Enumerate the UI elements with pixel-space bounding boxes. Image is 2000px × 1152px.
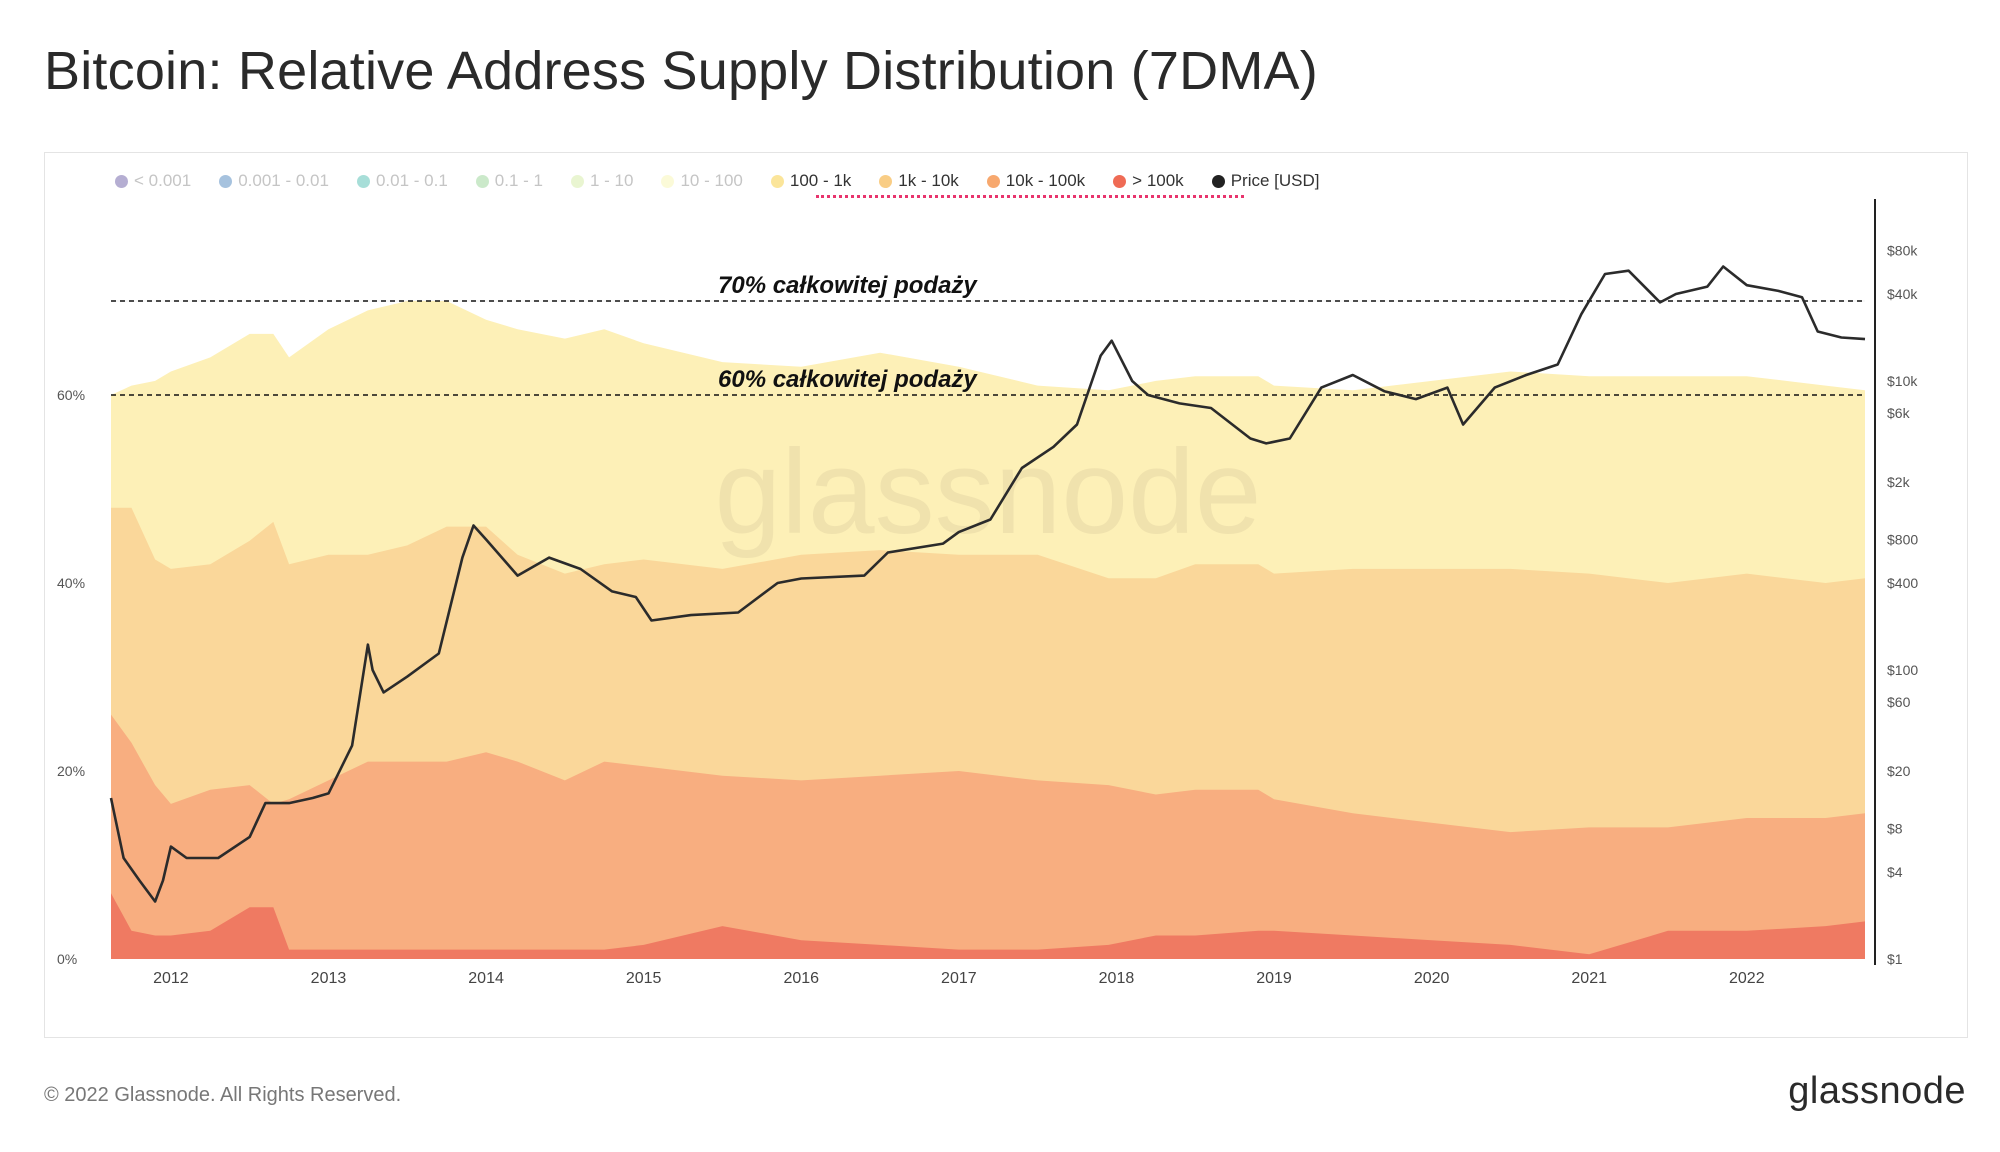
legend-item[interactable]: 0.001 - 0.01 bbox=[219, 171, 329, 191]
y-right-tick-label: $400 bbox=[1887, 575, 1918, 591]
x-tick-label: 2020 bbox=[1414, 970, 1450, 987]
legend-label: 100 - 1k bbox=[789, 171, 852, 190]
legend-item[interactable]: 10k - 100k bbox=[986, 171, 1086, 191]
legend-label: > 100k bbox=[1132, 171, 1184, 190]
annotation-70: 70% całkowitej podaży bbox=[718, 272, 978, 299]
y-right-tick-label: $40k bbox=[1887, 286, 1918, 302]
legend-dot-icon bbox=[1113, 174, 1127, 188]
y-right-tick-label: $6k bbox=[1887, 405, 1911, 421]
y-left-tick-label: 60% bbox=[57, 387, 85, 403]
x-tick-label: 2019 bbox=[1256, 970, 1292, 987]
legend-dot-icon bbox=[770, 174, 784, 188]
legend-label: 1 - 10 bbox=[589, 171, 634, 190]
legend-item[interactable]: > 100k bbox=[1113, 171, 1184, 191]
legend-label: 0.001 - 0.01 bbox=[238, 171, 329, 190]
y-left-tick-label: 20% bbox=[57, 763, 85, 779]
x-tick-label: 2021 bbox=[1571, 970, 1607, 987]
legend-label: 10k - 100k bbox=[1005, 171, 1086, 190]
brand-logo[interactable]: glassnode bbox=[1788, 1070, 1966, 1112]
legend-dot-icon bbox=[570, 174, 584, 188]
x-tick-label: 2018 bbox=[1099, 970, 1135, 987]
y-right-tick-label: $100 bbox=[1887, 662, 1918, 678]
legend-item[interactable]: Price [USD] bbox=[1211, 171, 1320, 191]
legend-dot-icon bbox=[986, 174, 1000, 188]
legend-label: 0.01 - 0.1 bbox=[375, 171, 448, 190]
legend-label: Price [USD] bbox=[1230, 171, 1320, 190]
y-left-tick-label: 40% bbox=[57, 575, 85, 591]
legend: < 0.001 0.001 - 0.01 0.01 - 0.1 0.1 - 1 1 - … bbox=[115, 171, 1347, 191]
x-tick-label: 2015 bbox=[626, 970, 662, 987]
legend-item[interactable]: 1 - 10 bbox=[570, 171, 634, 191]
area--100k bbox=[111, 893, 1865, 959]
legend-label: 10 - 100 bbox=[680, 171, 743, 190]
x-tick-label: 2022 bbox=[1729, 970, 1765, 987]
area-10k-100k bbox=[111, 714, 1865, 959]
y-right-tick-label: $60 bbox=[1887, 694, 1911, 710]
legend-selection-underline bbox=[816, 195, 1244, 198]
legend-item[interactable]: 10 - 100 bbox=[661, 171, 743, 191]
x-tick-label: 2017 bbox=[941, 970, 977, 987]
page-title: Bitcoin: Relative Address Supply Distrib… bbox=[44, 41, 1318, 101]
legend-item[interactable]: 0.1 - 1 bbox=[475, 171, 543, 191]
chart-canvas: glassnode 70% całkowitej podaży 60% całkow… bbox=[57, 199, 1918, 987]
y-left-tick-label: 0% bbox=[57, 951, 77, 967]
legend-dot-icon bbox=[661, 174, 675, 188]
x-tick-label: 2013 bbox=[311, 970, 347, 987]
legend-item[interactable]: 100 - 1k bbox=[770, 171, 852, 191]
legend-label: 0.1 - 1 bbox=[494, 171, 543, 190]
copyright: © 2022 Glassnode. All Rights Reserved. bbox=[44, 1084, 402, 1106]
legend-dot-icon bbox=[115, 174, 128, 188]
legend-dot-icon bbox=[219, 174, 233, 188]
y-right-tick-label: $8 bbox=[1887, 821, 1903, 837]
legend-item[interactable]: 1k - 10k bbox=[879, 171, 959, 191]
watermark: glassnode bbox=[714, 425, 1261, 559]
y-right-tick-label: $800 bbox=[1887, 532, 1918, 548]
legend-item[interactable]: 0.01 - 0.1 bbox=[356, 171, 448, 191]
y-right-tick-label: $2k bbox=[1887, 474, 1911, 490]
chart-panel: < 0.001 0.001 - 0.01 0.01 - 0.1 0.1 - 1 1 - … bbox=[44, 152, 1968, 1038]
legend-item[interactable]: < 0.001 bbox=[115, 171, 191, 191]
y-right-tick-label: $80k bbox=[1887, 242, 1918, 258]
y-right-tick-label: $20 bbox=[1887, 763, 1911, 779]
legend-dot-icon bbox=[475, 174, 489, 188]
x-tick-label: 2012 bbox=[153, 970, 189, 987]
legend-dot-icon bbox=[1211, 174, 1225, 188]
x-tick-label: 2014 bbox=[468, 970, 504, 987]
legend-label: 1k - 10k bbox=[898, 171, 959, 190]
y-right-tick-label: $4 bbox=[1887, 864, 1903, 880]
price-line bbox=[109, 265, 1866, 903]
legend-dot-icon bbox=[879, 174, 893, 188]
y-right-tick-label: $10k bbox=[1887, 373, 1918, 389]
x-tick-label: 2016 bbox=[783, 970, 819, 987]
legend-dot-icon bbox=[356, 174, 370, 188]
annotation-60: 60% całkowitej podaży bbox=[718, 366, 978, 393]
legend-label: < 0.001 bbox=[134, 171, 192, 190]
y-right-tick-label: $1 bbox=[1887, 951, 1903, 967]
